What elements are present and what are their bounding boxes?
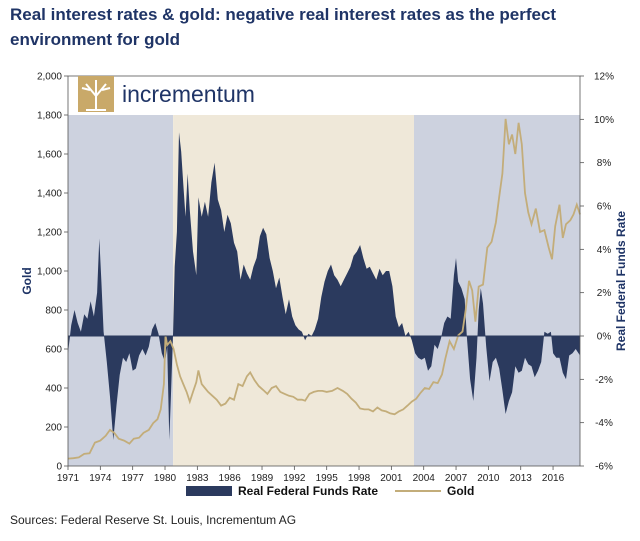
left-tick-label: 0 (56, 462, 62, 473)
right-tick-label: 12% (594, 72, 614, 83)
page-title: Real interest rates & gold: negative rea… (10, 5, 557, 49)
left-axis-ticks: 0 200 400 600 800 1,000 1,200 1,400 1,600 1,800 2,… (37, 72, 68, 473)
y-axis-label-left: Gold (20, 267, 34, 294)
left-tick-label: 800 (45, 306, 62, 317)
left-tick-label: 1,000 (37, 267, 62, 278)
shaded-period-2 (414, 115, 580, 466)
x-tick-label: 1983 (186, 473, 209, 484)
right-axis-ticks: -6% -4% -2% 0% 2% 4% 6% 8% 10% 12% (580, 72, 614, 473)
x-tick-label: 1971 (57, 473, 80, 484)
x-tick-label: 1989 (251, 473, 274, 484)
legend-label-rate: Real Federal Funds Rate (238, 484, 379, 498)
x-tick-label: 2004 (413, 473, 436, 484)
left-tick-label: 1,800 (37, 111, 62, 122)
x-axis-ticks: 1971 1974 1977 1980 1983 1986 1989 1992 1995 1998… (57, 466, 565, 484)
left-tick-label: 400 (45, 384, 62, 395)
right-tick-label: 4% (597, 245, 612, 256)
x-tick-label: 1995 (316, 473, 339, 484)
y-axis-label-right: Real Federal Funds Rate (614, 211, 628, 351)
x-tick-label: 1974 (89, 473, 112, 484)
right-tick-label: 2% (597, 288, 612, 299)
incrementum-logo: incrementum (78, 76, 255, 112)
right-tick-label: 6% (597, 202, 612, 213)
x-tick-label: 2016 (542, 473, 565, 484)
left-tick-label: 1,600 (37, 150, 62, 161)
legend-item-rate: Real Federal Funds Rate (186, 484, 378, 498)
left-tick-label: 200 (45, 423, 62, 434)
legend-swatch-gold (395, 490, 441, 492)
x-tick-label: 1977 (122, 473, 145, 484)
logo-text: incrementum (122, 81, 255, 107)
gold-price-line (67, 118, 581, 460)
x-tick-label: 2001 (380, 473, 403, 484)
x-tick-label: 2010 (477, 473, 500, 484)
x-tick-label: 1986 (219, 473, 242, 484)
left-tick-label: 1,400 (37, 189, 62, 200)
right-tick-label: -2% (595, 375, 613, 386)
legend: Real Federal Funds Rate Gold (0, 484, 640, 502)
right-tick-label: -6% (595, 462, 613, 473)
legend-item-gold: Gold (395, 484, 474, 498)
source-note: Sources: Federal Reserve St. Louis, Incr… (10, 513, 297, 527)
x-tick-label: 2007 (445, 473, 468, 484)
x-tick-label: 2013 (510, 473, 533, 484)
shaded-period-0 (68, 115, 174, 466)
x-tick-label: 1992 (283, 473, 306, 484)
left-tick-label: 600 (45, 345, 62, 356)
left-tick-label: 2,000 (37, 72, 62, 83)
x-tick-label: 1998 (348, 473, 371, 484)
right-tick-label: 0% (597, 332, 612, 343)
right-tick-label: 10% (594, 115, 614, 126)
legend-swatch-rate (186, 486, 232, 496)
left-tick-label: 1,200 (37, 228, 62, 239)
real-fed-funds-rate-area (68, 132, 580, 441)
legend-label-gold: Gold (447, 484, 475, 498)
x-tick-label: 1980 (154, 473, 177, 484)
right-tick-label: 8% (597, 158, 612, 169)
right-tick-label: -4% (595, 418, 613, 429)
